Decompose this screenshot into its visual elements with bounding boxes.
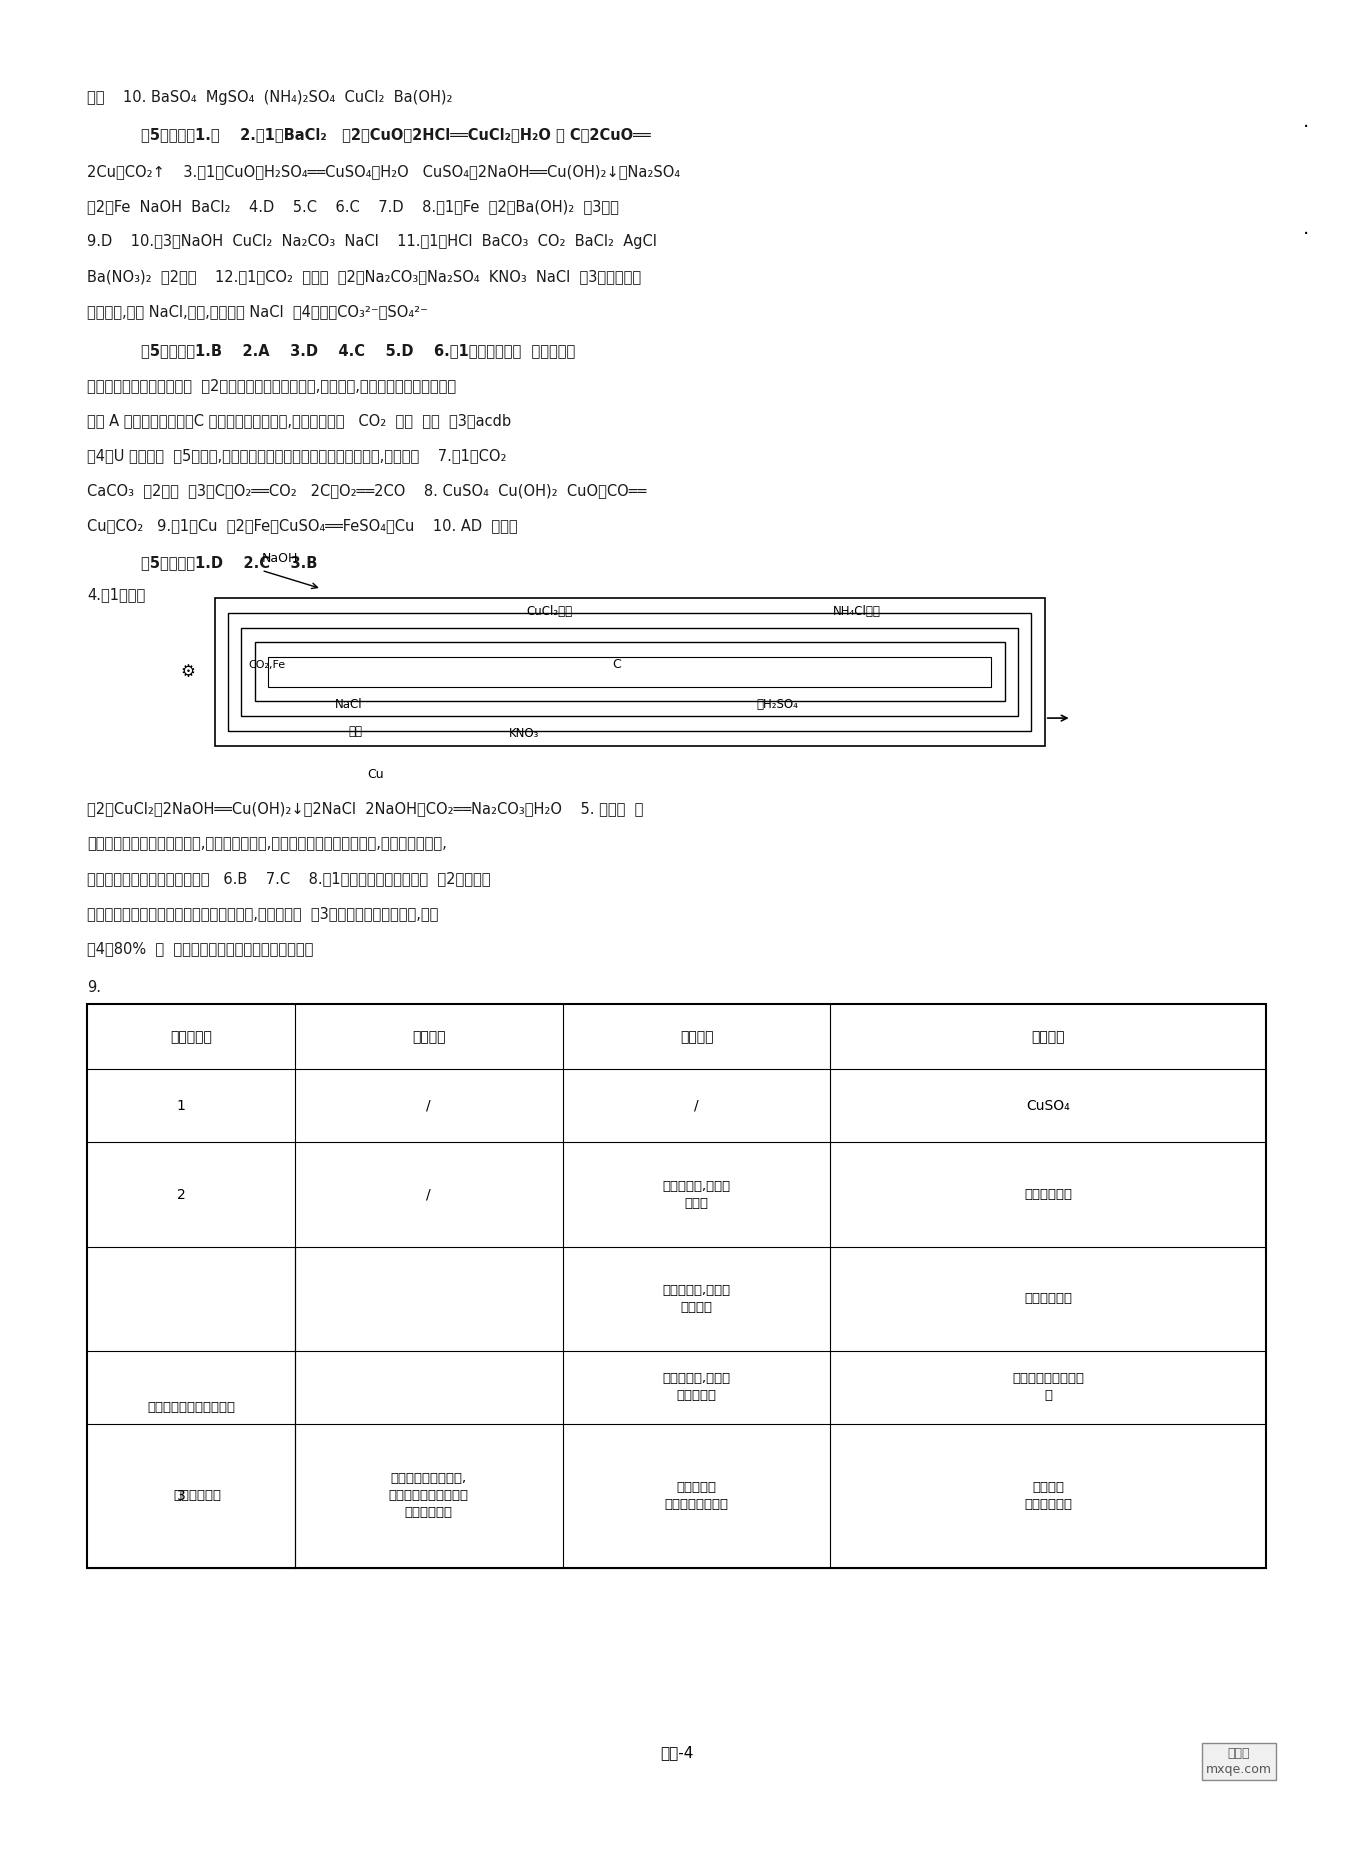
Text: /: / xyxy=(694,1098,700,1113)
Text: ⚙: ⚙ xyxy=(180,663,195,681)
Text: 实验步骤: 实验步骤 xyxy=(413,1029,445,1044)
Text: （4）80%  乙  酒精灯火焰的温度不能使碳酸钙分解: （4）80% 乙 酒精灯火焰的温度不能使碳酸钙分解 xyxy=(88,942,314,957)
Text: 2Cu＋CO₂↑    3.（1）CuO＋H₂SO₄══CuSO₄＋H₂O   CuSO₄＋2NaOH══Cu(OH)₂↓＋Na₂SO₄: 2Cu＋CO₂↑ 3.（1）CuO＋H₂SO₄══CuSO₄＋H₂O CuSO₄… xyxy=(88,164,681,179)
Bar xyxy=(268,657,992,687)
Text: Ba(NO₃)₂  （2）略    12.（1）CO₂  复分解  （2）Na₂CO₃、Na₂SO₄  KNO₃  NaCl  （3）若有白色: Ba(NO₃)₂ （2）略 12.（1）CO₂ 复分解 （2）Na₂CO₃、Na… xyxy=(88,270,641,285)
Text: 答案-4: 答案-4 xyxy=(660,1746,693,1761)
Text: 盐酸: 盐酸 xyxy=(349,724,363,737)
Text: 即得没有其他溶质的氯化钙溶液   6.B    7.C    8.（1）确保碳酸钙完全分解  （2）防止生: 即得没有其他溶质的氯化钙溶液 6.B 7.C 8.（1）确保碳酸钙完全分解 （2… xyxy=(88,871,491,886)
Text: 有氯化钾吗？: 有氯化钾吗？ xyxy=(173,1489,222,1502)
Text: 第5节（二）1.略    2.（1）BaCl₂   （2）CuO＋2HCl══CuCl₂＋H₂O 或 C＋2CuO══: 第5节（二）1.略 2.（1）BaCl₂ （2）CuO＋2HCl══CuCl₂＋… xyxy=(141,127,651,141)
Text: （2）CuCl₂＋2NaOH══Cu(OH)₂↓＋2NaCl  2NaOH＋CO₂══Na₂CO₃＋H₂O    5. 碳酸钙  取: （2）CuCl₂＋2NaOH══Cu(OH)₂↓＋2NaCl 2NaOH＋CO₂… xyxy=(88,802,644,817)
Text: CaCO₃  （2）铁  （3）C＋O₂══CO₂   2C＋O₂══2CO    8. CuSO₄  Cu(OH)₂  CuO＋CO══: CaCO₃ （2）铁 （3）C＋O₂══CO₂ 2C＋O₂══2CO 8. Cu… xyxy=(88,484,647,499)
Text: CuSO₄: CuSO₄ xyxy=(1026,1098,1070,1113)
Text: ·: · xyxy=(1303,225,1308,244)
Text: 4.（1）如图: 4.（1）如图 xyxy=(88,586,146,601)
Text: 答案圈
mxqe.com: 答案圈 mxqe.com xyxy=(1206,1747,1272,1775)
Text: 3: 3 xyxy=(177,1489,185,1504)
Text: 一定质量的碳酸钙放入烧杯中,逐渐加入稀盐酸,到碳酸钙固体恰好完全溶解,不再有气泡产生,: 一定质量的碳酸钙放入烧杯中,逐渐加入稀盐酸,到碳酸钙固体恰好完全溶解,不再有气泡… xyxy=(88,836,446,850)
Text: C: C xyxy=(612,659,621,672)
Text: NaOH: NaOH xyxy=(261,551,298,564)
Text: 成的氧化钙吸收空气中的水蒸气及二氧化碳,使测定不准  （3）托盘天平（带砝码）,药匙: 成的氧化钙吸收空气中的水蒸气及二氧化碳,使测定不准 （3）托盘天平（带砝码）,药… xyxy=(88,906,438,921)
Bar xyxy=(254,642,1004,702)
Text: Cu＋CO₂   9.（1）Cu  （2）Fe＋CuSO₄══FeSO₄＋Cu    10. AD  还原性: Cu＋CO₂ 9.（1）Cu （2）Fe＋CuSO₄══FeSO₄＋Cu 10.… xyxy=(88,519,518,534)
Text: 取少许实验一的滤液,
向其中滴入经硝酸酸化
的硝酸银溶液: 取少许实验一的滤液, 向其中滴入经硝酸酸化 的硝酸银溶液 xyxy=(388,1472,468,1519)
Text: 1: 1 xyxy=(177,1098,185,1113)
Text: /: / xyxy=(426,1187,432,1202)
Text: 防止 A 装置中生成的水、C 装置中的石灰水倒流,导致试管破裂   CO₂  集气  点燃  （3）acdb: 防止 A 装置中生成的水、C 装置中的石灰水倒流,导致试管破裂 CO₂ 集气 点… xyxy=(88,413,511,428)
Bar xyxy=(88,1005,1265,1567)
Text: 沉淀是硫酸钡: 沉淀是硫酸钡 xyxy=(1024,1292,1072,1305)
Text: 稀H₂SO₄: 稀H₂SO₄ xyxy=(756,698,798,711)
Text: 有气体产生,白色沉
淀部分消失: 有气体产生,白色沉 淀部分消失 xyxy=(663,1372,731,1403)
Text: 第5节（四）1.D    2.C    3.B: 第5节（四）1.D 2.C 3.B xyxy=(141,556,317,571)
Text: 有白色沉淀
（若无白色沉淀）: 有白色沉淀 （若无白色沉淀） xyxy=(664,1481,728,1511)
Text: 沉淀是碳酸钡: 沉淀是碳酸钡 xyxy=(1024,1187,1072,1200)
Text: 第5节（三）1.B    2.A    3.D    4.C    5.D    6.（1）加热或高温  黑色的氧化: 第5节（三）1.B 2.A 3.D 4.C 5.D 6.（1）加热或高温 黑色的… xyxy=(141,342,575,357)
Text: 沉淀生成,则有 NaCl,否则,就不存在 NaCl  （4）去除CO₃²⁻和SO₄²⁻: 沉淀生成,则有 NaCl,否则,就不存在 NaCl （4）去除CO₃²⁻和SO₄… xyxy=(88,305,428,320)
Text: 9.: 9. xyxy=(88,981,101,996)
Text: NaCl: NaCl xyxy=(336,698,363,711)
Text: （2）Fe  NaOH  BaCl₂    4.D    5.C    6.C    7.D    8.（1）Fe  （2）Ba(OH)₂  （3）水: （2）Fe NaOH BaCl₂ 4.D 5.C 6.C 7.D 8.（1）Fe… xyxy=(88,199,620,214)
Bar xyxy=(241,627,1017,716)
Bar xyxy=(227,612,1031,731)
Text: CO₂,Fe: CO₂,Fe xyxy=(248,659,285,670)
Text: 无气体产生,白色沉
淀不消失: 无气体产生,白色沉 淀不消失 xyxy=(663,1284,731,1314)
Text: KNO₃: KNO₃ xyxy=(509,728,540,741)
Text: 有氯化钾
（无氯化钾）: 有氯化钾 （无氯化钾） xyxy=(1024,1481,1072,1511)
Text: ·: · xyxy=(1303,117,1308,136)
Text: 有气体产生,白色沉
淀消失: 有气体产生,白色沉 淀消失 xyxy=(663,1180,731,1210)
Bar xyxy=(215,597,1045,746)
Text: 目的    10. BaSO₄  MgSO₄  (NH₄)₂SO₄  CuCl₂  Ba(OH)₂: 目的 10. BaSO₄ MgSO₄ (NH₄)₂SO₄ CuCl₂ Ba(OH… xyxy=(88,89,453,104)
Text: 铜粉末逐渐变成光亮的红色  （2）便于排尽试管内的空气,防止爆炸,使氢气与氧化铜充分接触: 铜粉末逐渐变成光亮的红色 （2）便于排尽试管内的空气,防止爆炸,使氢气与氧化铜充… xyxy=(88,378,456,393)
Text: 问题或猜想: 问题或猜想 xyxy=(170,1029,212,1044)
Text: 第二种情况或第三种情况: 第二种情况或第三种情况 xyxy=(147,1401,235,1414)
Text: NH₄Cl溶液: NH₄Cl溶液 xyxy=(833,605,881,618)
Text: 实验现象: 实验现象 xyxy=(679,1029,713,1044)
Text: 实验结论: 实验结论 xyxy=(1031,1029,1065,1044)
Text: CuCl₂溶液: CuCl₂溶液 xyxy=(526,605,572,618)
Text: 9.D    10.（3）NaOH  CuCl₂  Na₂CO₃  NaCl    11.（1）HCl  BaCO₃  CO₂  BaCl₂  AgCl: 9.D 10.（3）NaOH CuCl₂ Na₂CO₃ NaCl 11.（1）H… xyxy=(88,234,658,249)
Text: /: / xyxy=(426,1098,432,1113)
Text: Cu: Cu xyxy=(367,769,383,782)
Text: （4）U 形干燥管  （5）乙图,因为乙图充分利用了尾气燃烧产生的热量,节约能源    7.（1）CO₂: （4）U 形干燥管 （5）乙图,因为乙图充分利用了尾气燃烧产生的热量,节约能源 … xyxy=(88,449,507,463)
Text: 沉淀是碳酸钡、硫酸
钡: 沉淀是碳酸钡、硫酸 钡 xyxy=(1012,1372,1084,1403)
Text: 2: 2 xyxy=(177,1187,185,1202)
